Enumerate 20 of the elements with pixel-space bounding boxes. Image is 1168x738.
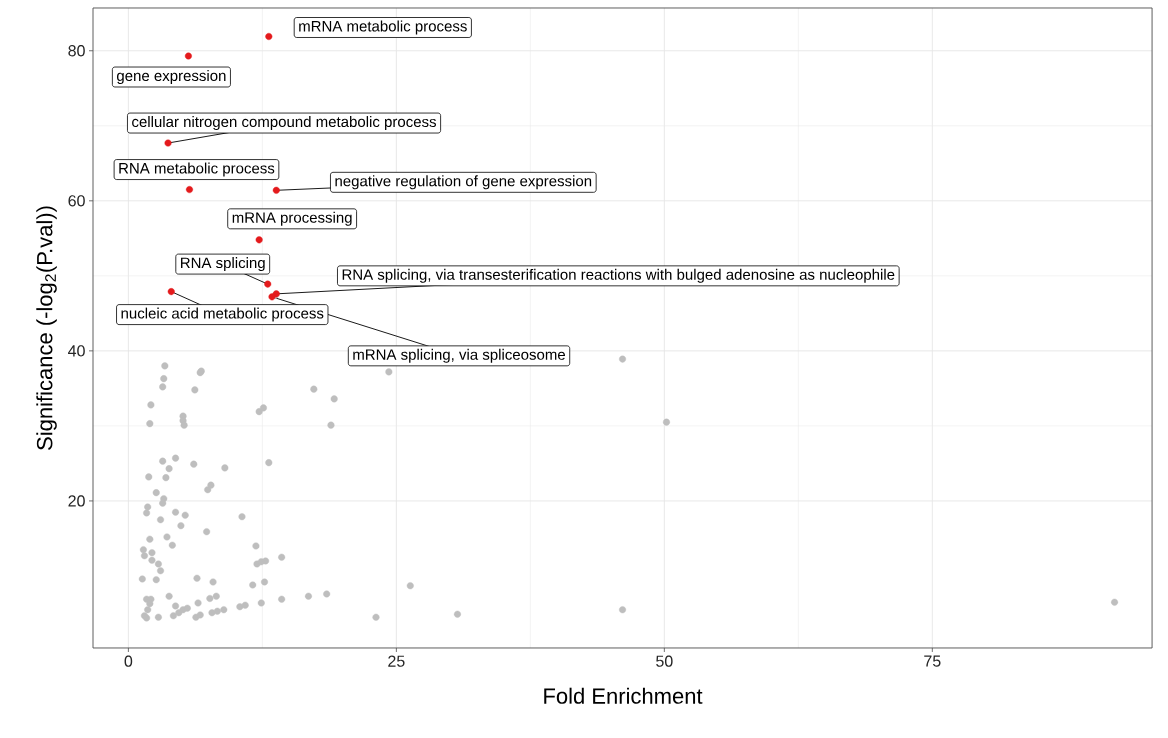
- y-tick-label: 80: [68, 45, 85, 57]
- annotation: mRNA processing: [232, 211, 352, 226]
- y-tick-label: 60: [68, 195, 85, 207]
- annotation: RNA metabolic process: [119, 162, 275, 177]
- annotation: cellular nitrogen compound metabolic process: [132, 116, 436, 131]
- x-tick-label: 75: [924, 655, 941, 667]
- annotation: mRNA splicing, via spliceosome: [353, 348, 565, 363]
- y-tick-label: 20: [68, 495, 85, 507]
- x-tick-label: 25: [388, 655, 405, 667]
- x-axis-title: Fold Enrichment: [544, 687, 703, 704]
- x-tick-label: 50: [656, 655, 673, 667]
- annotation: negative regulation of gene expression: [335, 175, 592, 190]
- y-axis-title: Significance (-log$_{2}$(P.val)): [36, 206, 57, 450]
- annotation: nucleic acid metabolic process: [121, 307, 324, 322]
- annotation: RNA splicing, via transesterification reactions with bulged adenosine as nucleophile: [342, 268, 895, 283]
- annotation: RNA splicing: [181, 257, 265, 272]
- annotation: mRNA metabolic process: [299, 20, 467, 35]
- x-tick-label: 0: [124, 655, 133, 667]
- y-tick-label: 40: [68, 345, 85, 357]
- annotation: gene expression: [117, 70, 226, 84]
